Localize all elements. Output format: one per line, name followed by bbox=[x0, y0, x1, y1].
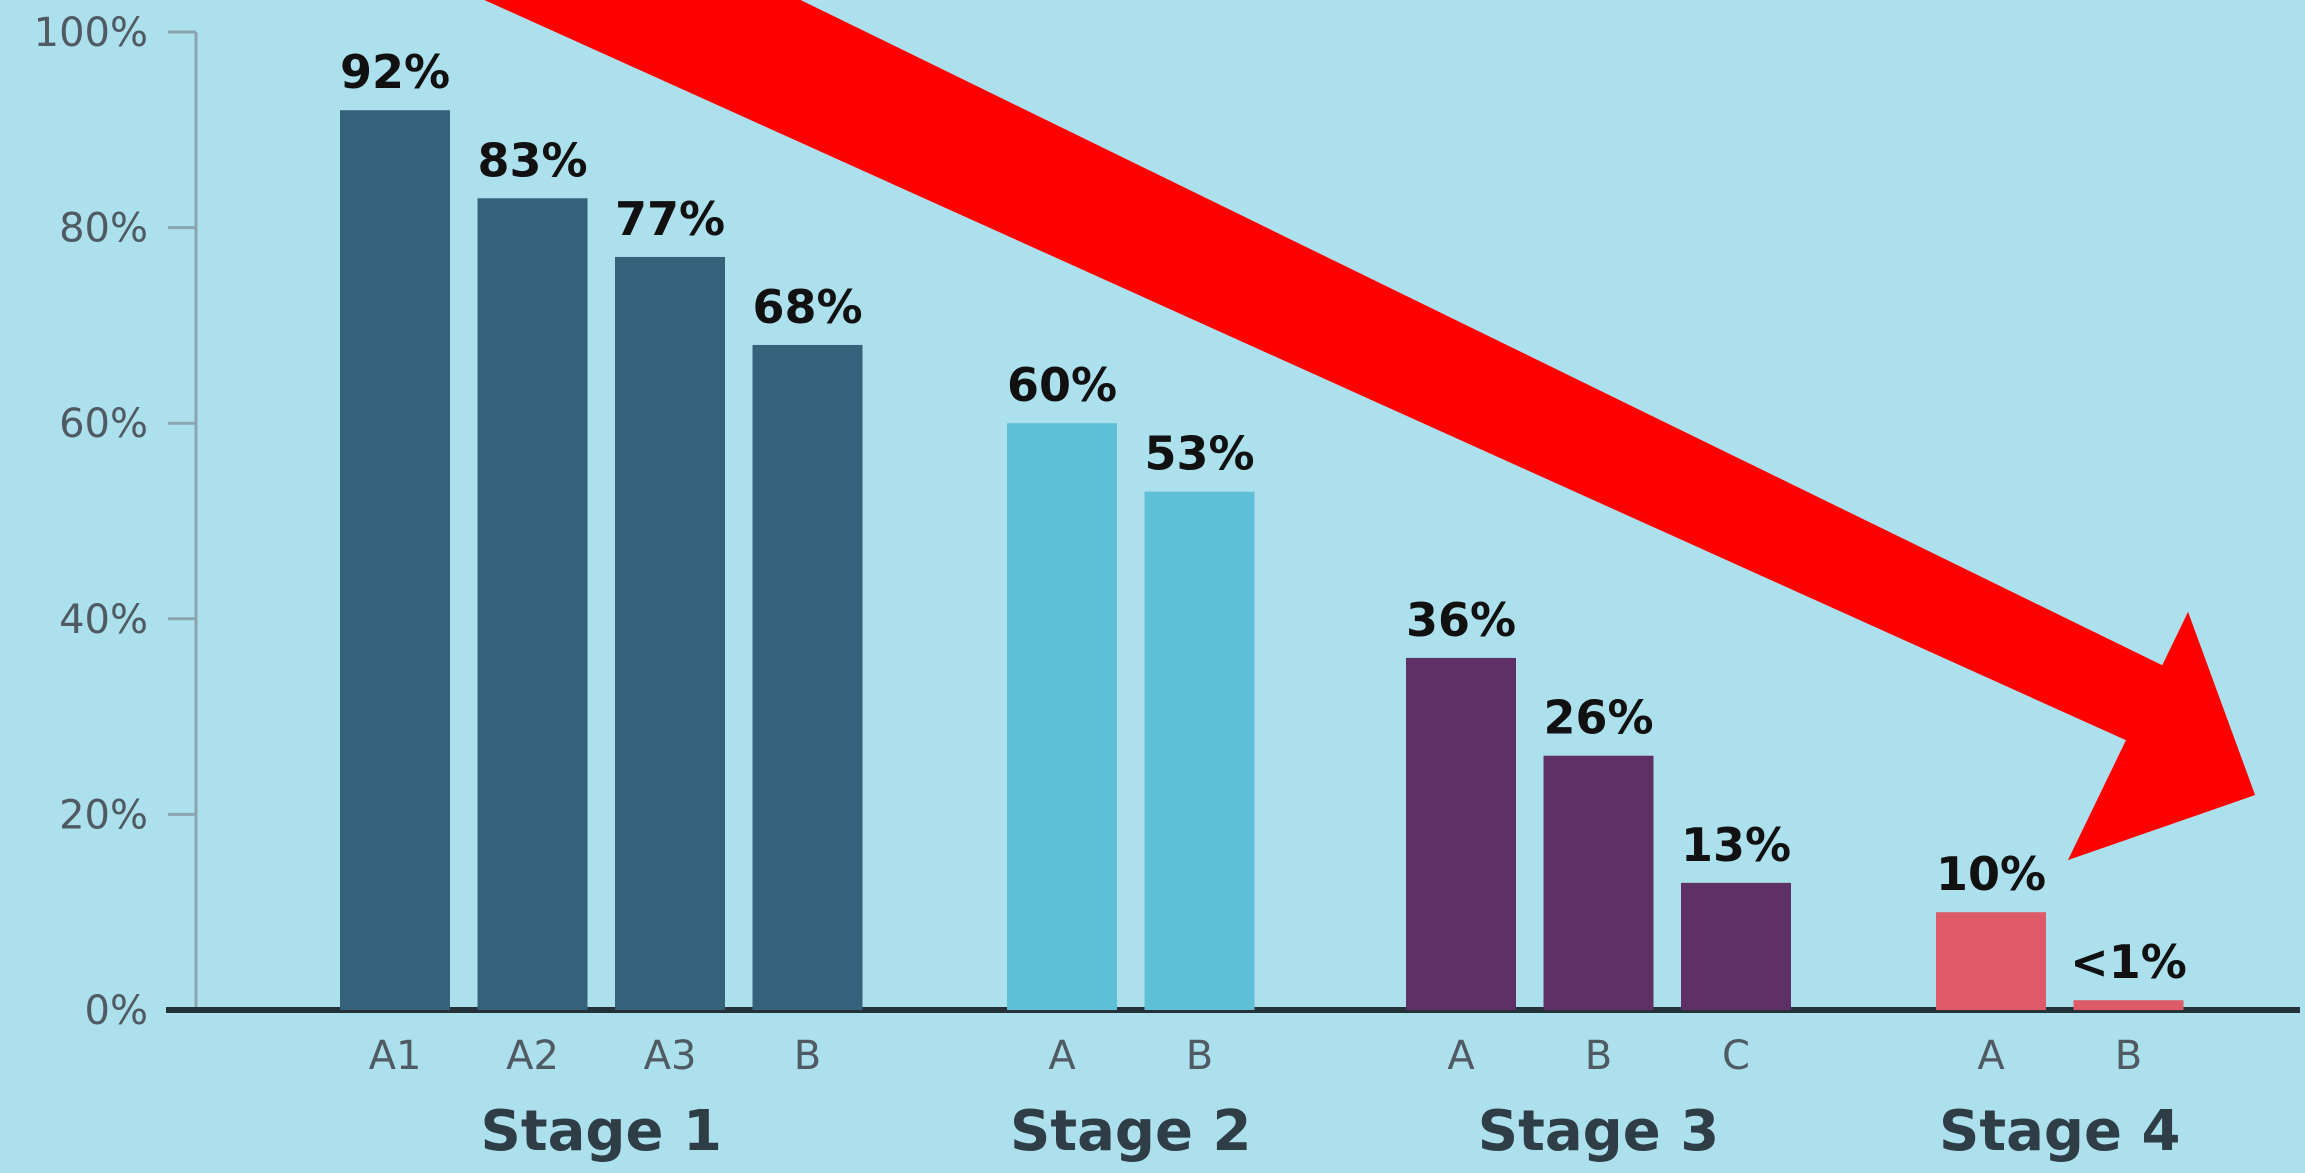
bar-stage-1-a2 bbox=[477, 198, 588, 1010]
annotations bbox=[484, 0, 2255, 860]
data-label: 53% bbox=[1144, 427, 1254, 481]
bar-stage-4-a bbox=[1936, 912, 2046, 1010]
bars bbox=[340, 110, 2184, 1011]
data-label: 83% bbox=[477, 133, 587, 187]
bar-stage-1-b bbox=[752, 344, 863, 1011]
labels: 92% A1 83% A2 77% A3 68% B Stage 1 60% A 53% B Stage … bbox=[340, 45, 2187, 1164]
x-tick-label: C bbox=[1722, 1033, 1750, 1079]
x-tick-label: A2 bbox=[506, 1033, 559, 1079]
group-label: Stage 2 bbox=[1010, 1099, 1251, 1164]
bar-stage-4-b bbox=[2073, 1000, 2184, 1010]
y-tick-label: 0% bbox=[85, 988, 148, 1034]
data-label: 13% bbox=[1681, 818, 1791, 872]
x-tick-label: A1 bbox=[369, 1033, 422, 1079]
bar-stage-3-a bbox=[1406, 657, 1516, 1010]
bar-stage-3-c bbox=[1681, 882, 1791, 1010]
x-tick-label: A bbox=[1447, 1033, 1475, 1079]
data-label: 77% bbox=[615, 192, 725, 246]
data-label: 68% bbox=[752, 280, 862, 334]
x-tick-label: B bbox=[2115, 1033, 2142, 1079]
x-tick-label: A3 bbox=[644, 1033, 697, 1079]
y-tick-label: 80% bbox=[59, 206, 148, 252]
data-label: 10% bbox=[1936, 847, 2046, 901]
group-label: Stage 3 bbox=[1478, 1099, 1719, 1164]
y-tick-label: 40% bbox=[59, 597, 148, 643]
x-tick-label: B bbox=[1585, 1033, 1612, 1079]
x-tick-label: A bbox=[1977, 1033, 2005, 1079]
y-tick-label: 100% bbox=[34, 10, 148, 56]
bar-stage-2-b bbox=[1144, 491, 1255, 1010]
bar-stage-1-a1 bbox=[340, 110, 450, 1011]
bar-stage-2-a bbox=[1007, 423, 1117, 1010]
group-label: Stage 4 bbox=[1939, 1099, 2180, 1164]
bar-stage-3-b bbox=[1543, 755, 1654, 1010]
bar-stage-1-a3 bbox=[615, 256, 725, 1010]
data-label: 36% bbox=[1406, 593, 1516, 647]
data-label: 26% bbox=[1543, 691, 1653, 745]
data-label: 60% bbox=[1007, 358, 1117, 412]
x-tick-label: B bbox=[1186, 1033, 1213, 1079]
y-tick-label: 60% bbox=[59, 401, 148, 447]
arrow-head-tip bbox=[2068, 612, 2255, 860]
x-tick-label: B bbox=[794, 1033, 821, 1079]
y-tick-label: 20% bbox=[59, 792, 148, 838]
arrow-shaft bbox=[484, 0, 2172, 742]
group-label: Stage 1 bbox=[481, 1099, 722, 1164]
data-label: <1% bbox=[2070, 935, 2187, 989]
data-label: 92% bbox=[340, 45, 450, 99]
x-tick-label: A bbox=[1048, 1033, 1076, 1079]
